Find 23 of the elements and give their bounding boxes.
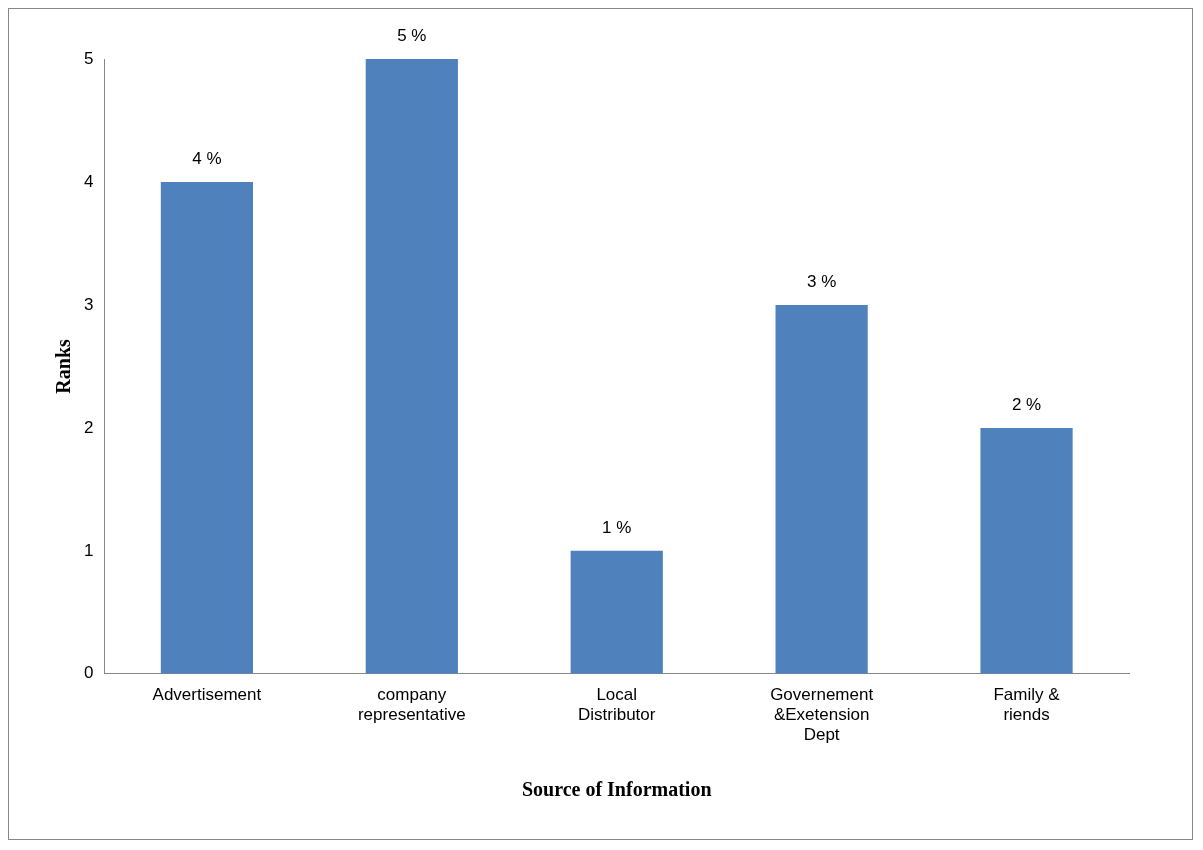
- y-axis-title: Ranks: [52, 338, 75, 394]
- x-tick-label: Governement &Exetension Dept: [770, 684, 874, 745]
- y-tick-label: 5: [83, 48, 94, 68]
- data-label: 4 %: [192, 149, 222, 169]
- bar: [775, 304, 868, 674]
- y-tick-label: 3: [83, 294, 94, 314]
- x-tick-label: Advertisement: [152, 684, 262, 704]
- x-tick-label: Family & riends: [993, 684, 1061, 725]
- data-label: 5 %: [397, 26, 427, 46]
- y-tick-label: 4: [83, 171, 94, 191]
- data-label: 2 %: [1011, 395, 1042, 415]
- y-tick-label: 2: [83, 417, 94, 437]
- bar: [980, 427, 1073, 674]
- bar: [570, 550, 663, 674]
- data-label: 1 %: [602, 518, 632, 538]
- x-axis-title: Source of Information: [521, 778, 712, 801]
- y-tick-label: 0: [83, 663, 94, 683]
- bar: [160, 181, 254, 674]
- data-label: 3 %: [806, 272, 837, 292]
- x-tick-label: Local Distributor: [577, 684, 656, 725]
- bar: [365, 59, 458, 674]
- x-tick-label: company representative: [357, 684, 466, 725]
- y-tick-label: 1: [83, 540, 94, 560]
